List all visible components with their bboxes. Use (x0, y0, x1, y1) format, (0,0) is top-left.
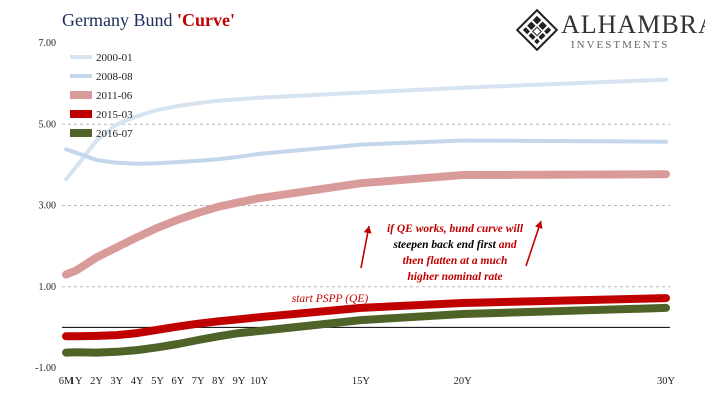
series-line-2015-03 (62, 294, 670, 341)
qe-annotation-line: higher nominal rate (407, 271, 502, 283)
series-line-2000-01 (64, 77, 668, 182)
pspp-annotation: start PSPP (QE) (292, 293, 369, 305)
x-tick-label: 10Y (250, 376, 269, 387)
y-tick-label: 1.00 (39, 282, 57, 293)
y-tick-label: -1.00 (35, 363, 56, 374)
series-line-2016-07 (62, 303, 670, 357)
x-tick-label: 5Y (151, 376, 164, 387)
x-tick-label: 30Y (657, 376, 676, 387)
x-tick-label: 4Y (131, 376, 144, 387)
chart-title: Germany Bund 'Curve' (62, 10, 235, 31)
x-tick-label: 20Y (454, 376, 473, 387)
series-line-2008-08 (64, 138, 668, 166)
left-up-arrow-icon (360, 225, 372, 269)
y-tick-label: 3.00 (39, 201, 57, 212)
legend-label: 2016-07 (96, 128, 133, 140)
series-line-2011-06 (62, 170, 670, 279)
annotation-layer: start PSPP (QE) if QE works, bund curve w… (292, 220, 543, 305)
legend-label: 2000-01 (96, 52, 133, 64)
legend-label: 2011-06 (96, 90, 133, 102)
logo-name: ALHAMBRA (561, 10, 705, 39)
legend-label: 2015-03 (96, 109, 133, 121)
qe-annotation-line: then flatten at a much (403, 255, 508, 267)
y-tick-label: 7.00 (39, 38, 57, 49)
right-up-arrow-icon (525, 220, 543, 267)
y-tick-label: 5.00 (39, 119, 57, 130)
x-tick-label: 9Y (232, 376, 245, 387)
logo-subtitle: INVESTMENTS (571, 39, 670, 51)
x-tick-label: 2Y (90, 376, 103, 387)
x-tick-label: 1Y (70, 376, 83, 387)
x-tick-label: 15Y (352, 376, 371, 387)
alhambra-logo: ALHAMBRA INVESTMENTS (515, 8, 705, 56)
x-tick-label: 7Y (192, 376, 205, 387)
chart-title-main: Germany Bund (62, 10, 177, 30)
x-tick-label: 6M (59, 376, 74, 387)
series-layer (62, 77, 670, 357)
x-tick-label: 3Y (110, 376, 123, 387)
qe-annotation-line: steepen back end first and (392, 239, 517, 251)
chart-title-accent: 'Curve' (176, 10, 235, 30)
qe-annotation-line: if QE works, bund curve will (387, 223, 524, 235)
legend-label: 2008-08 (96, 71, 133, 83)
x-tick-label: 8Y (212, 376, 225, 387)
alhambra-logo-icon (515, 8, 559, 52)
x-tick-label: 6Y (171, 376, 184, 387)
legend: 2000-01 2008-08 2011-06 2015-03 2016-07 (70, 52, 133, 140)
